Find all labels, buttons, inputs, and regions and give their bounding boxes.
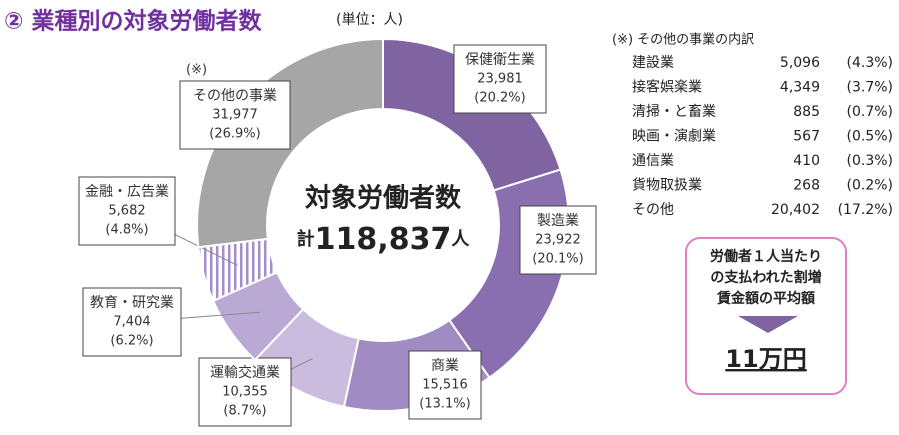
slice-value: 31,977 (212, 108, 258, 123)
breakdown-percent: (3.7%) (847, 80, 894, 96)
label-box (519, 205, 597, 275)
breakdown-percent: (0.5%) (847, 129, 894, 145)
slice-percent: (20.2%) (474, 91, 525, 106)
callout-amount: 11万円 (725, 345, 806, 373)
slice-percent: (13.1%) (419, 397, 470, 412)
label-box (453, 44, 547, 114)
slice-name: 金融・広告業 (85, 184, 169, 200)
breakdown-value: 5,096 (780, 55, 820, 71)
breakdown-name: 貨物取扱業 (632, 177, 702, 194)
total-suffix: 人 (451, 229, 470, 250)
breakdown-value: 20,402 (771, 202, 820, 218)
label-box (408, 350, 482, 420)
label-box (198, 357, 292, 427)
callout-line: 賃金額の平均額 (716, 290, 815, 307)
unit-label: (単位：人) (336, 12, 403, 28)
slice-percent: (8.7%) (223, 404, 266, 419)
breakdown-percent: (0.3%) (847, 153, 894, 169)
breakdown-name: その他 (632, 202, 674, 218)
slice-name: 保健衛生業 (465, 52, 535, 68)
breakdown-percent: (4.3%) (847, 55, 894, 71)
chart-title: ② 業種別の対象労働者数 (4, 8, 262, 35)
breakdown-value: 567 (793, 129, 820, 145)
breakdown-title: (※) その他の事業の内訳 (612, 32, 754, 48)
callout-arrow (738, 316, 798, 333)
breakdown-value: 410 (793, 153, 820, 169)
note-marker: (※) (186, 63, 207, 78)
slice-percent: (4.8%) (105, 223, 148, 238)
breakdown-name: 通信業 (632, 153, 674, 169)
slice-name: その他の事業 (193, 88, 277, 104)
total-prefix: 計 (297, 228, 315, 250)
label-box (179, 80, 291, 150)
slice-value: 5,682 (108, 204, 145, 219)
center-title: 対象労働者数 (305, 183, 462, 214)
label-box (82, 287, 182, 357)
slice-name: 商業 (431, 358, 459, 374)
total-value: 118,837 (315, 222, 452, 257)
breakdown-percent: (0.2%) (847, 178, 894, 194)
breakdown-value: 4,349 (780, 80, 820, 96)
breakdown-percent: (0.7%) (847, 104, 894, 120)
callout-line: の支払われた割増 (710, 269, 821, 286)
breakdown-name: 建設業 (632, 55, 674, 71)
breakdown-percent: (17.2%) (838, 202, 893, 218)
callout-line: 労働者１人当たり (710, 248, 822, 265)
breakdown-name: 清掃・と畜業 (632, 103, 716, 120)
slice-name: 運輸交通業 (210, 364, 280, 381)
slice-percent: (20.1%) (532, 252, 583, 267)
slice-value: 10,355 (222, 385, 268, 400)
breakdown-name: 映画・演劇業 (632, 129, 716, 145)
breakdown-name: 接客娯楽業 (632, 79, 702, 96)
center-total: 計118,837人 (297, 222, 471, 257)
slice-percent: (6.2%) (110, 334, 153, 349)
slice-value: 7,404 (113, 315, 150, 330)
breakdown-value: 885 (793, 104, 820, 120)
slice-value: 15,516 (422, 378, 468, 393)
slice-value: 23,922 (535, 233, 581, 248)
breakdown-value: 268 (793, 178, 820, 194)
slice-name: 製造業 (537, 213, 579, 229)
label-box (78, 176, 176, 246)
slice-name: 教育・研究業 (90, 295, 174, 311)
slice-value: 23,981 (477, 72, 523, 87)
slice-percent: (26.9%) (209, 127, 260, 142)
